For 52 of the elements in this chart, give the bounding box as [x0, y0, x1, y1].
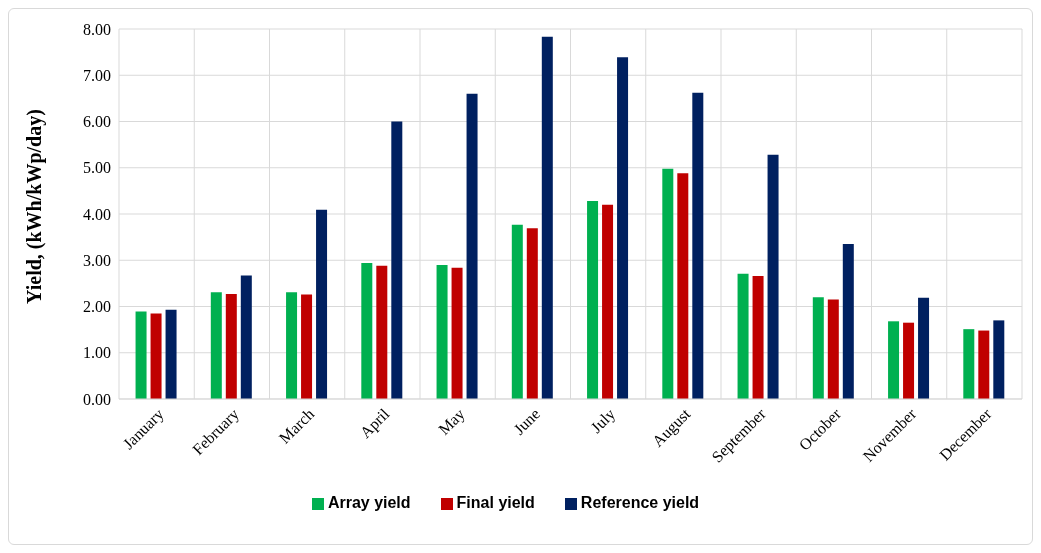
bar — [316, 209, 328, 399]
bar — [225, 294, 237, 399]
bar — [827, 299, 839, 399]
x-tick-label: July — [587, 405, 619, 437]
y-tick-label: 5.00 — [83, 159, 111, 177]
bar — [526, 228, 538, 399]
y-tick-label: 6.00 — [83, 113, 111, 131]
bar — [165, 309, 177, 399]
bar — [240, 275, 252, 399]
y-tick-label: 2.00 — [83, 298, 111, 316]
bar — [436, 264, 448, 399]
bar — [903, 322, 915, 399]
x-tick-label: June — [510, 405, 544, 438]
y-tick-label: 3.00 — [83, 251, 111, 269]
bar — [541, 36, 553, 399]
bar — [993, 320, 1005, 399]
y-tick-label: 0.00 — [83, 390, 111, 408]
bar — [767, 154, 779, 399]
bar — [812, 297, 824, 399]
bar — [451, 267, 463, 399]
y-axis-title: Yield, (kWh/kWp/day) — [23, 109, 47, 304]
bar — [376, 265, 388, 399]
y-tick-label: 7.00 — [83, 66, 111, 84]
legend-label: Array yield — [327, 494, 411, 511]
bar — [587, 201, 599, 399]
bar — [602, 204, 614, 399]
y-tick-label: 4.00 — [83, 205, 111, 223]
bar — [737, 273, 749, 399]
legend-label: Final yield — [456, 494, 535, 511]
bar — [150, 313, 162, 399]
bar — [692, 92, 704, 399]
y-tick-label: 1.00 — [83, 344, 111, 362]
bar — [301, 294, 313, 399]
bar — [888, 321, 900, 399]
bar — [752, 275, 764, 399]
bar — [617, 57, 629, 399]
bar — [361, 263, 373, 399]
bar — [662, 168, 674, 399]
bar — [135, 311, 147, 399]
bar — [511, 224, 523, 399]
x-tick-label: May — [435, 405, 469, 439]
bar — [677, 173, 689, 399]
bar — [286, 292, 298, 399]
bar — [963, 329, 975, 399]
bar — [918, 297, 930, 399]
bar — [391, 121, 403, 399]
y-tick-label: 8.00 — [83, 20, 111, 38]
bar — [842, 244, 854, 399]
bar — [978, 330, 990, 399]
bar — [466, 93, 478, 399]
legend-label: Reference yield — [580, 494, 700, 511]
bar — [210, 292, 222, 399]
